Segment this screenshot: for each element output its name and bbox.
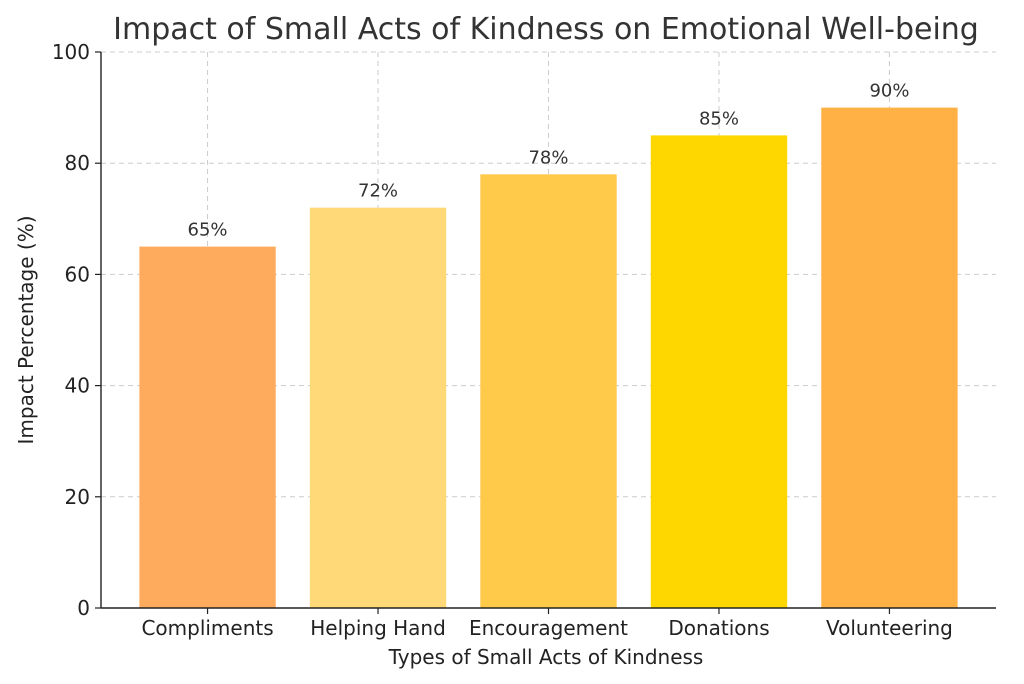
x-tick-label: Encouragement [469,616,628,640]
y-tick-label: 40 [65,374,90,398]
bar-value-label: 78% [528,147,568,168]
y-tick-label: 20 [65,485,90,509]
bar [650,135,788,608]
y-axis-ticks: 0 20 40 60 80 100 [52,40,101,620]
x-axis-label: Types of Small Acts of Kindness [388,645,704,669]
x-tick-label: Helping Hand [310,616,446,640]
y-tick-label: 100 [52,40,90,64]
bar-value-label: 72% [358,181,398,202]
y-tick-label: 80 [65,151,90,175]
bar-value-label: 65% [188,220,228,241]
x-tick-label: Volunteering [826,616,953,640]
bar-value-label: 90% [869,81,909,102]
x-tick-label: Donations [668,616,769,640]
bars [139,107,958,608]
bar [309,207,447,608]
bar [480,174,617,608]
y-tick-label: 60 [65,262,90,286]
x-axis-ticks: Compliments Helping Hand Encouragement Dona… [141,608,953,640]
y-axis-label: Impact Percentage (%) [14,215,38,444]
bar [139,246,276,608]
bar [821,107,958,608]
data-labels: 65% 72% 78% 85% 90% [188,81,910,241]
chart-title: Impact of Small Acts of Kindness on Emot… [113,12,979,47]
y-tick-label: 0 [77,596,90,620]
x-tick-label: Compliments [141,616,273,640]
bar-value-label: 85% [699,108,739,129]
